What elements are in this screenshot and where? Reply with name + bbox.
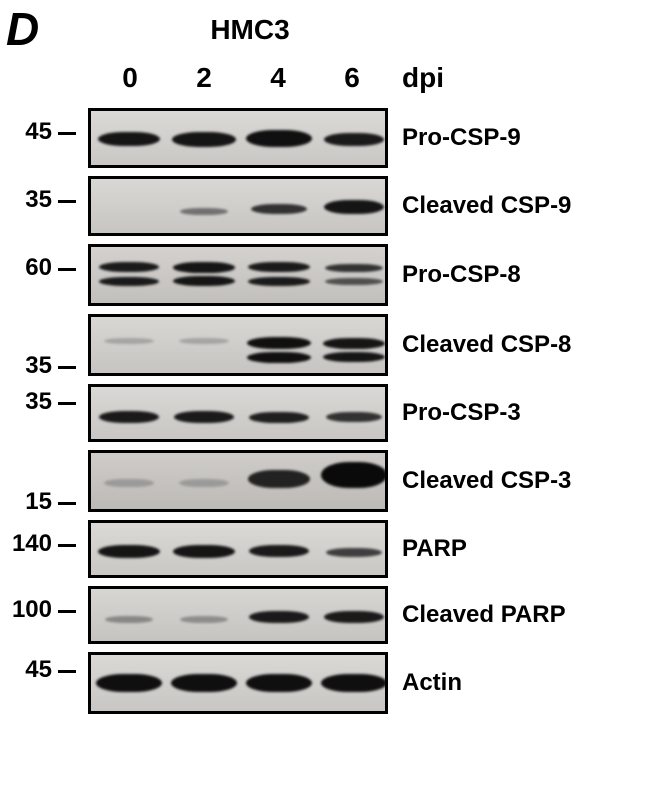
- mw-label: 60: [0, 254, 52, 282]
- mw-tick: [58, 502, 76, 505]
- band: [246, 130, 312, 147]
- band: [246, 674, 312, 692]
- mw-tick: [58, 200, 76, 203]
- band: [325, 264, 383, 272]
- band: [248, 277, 310, 286]
- band: [324, 611, 384, 623]
- blot-box: [88, 384, 388, 442]
- band: [173, 276, 235, 286]
- figure-title: HMC3: [160, 14, 340, 46]
- band: [99, 277, 159, 286]
- band: [98, 132, 160, 146]
- blot-box: [88, 244, 388, 306]
- band: [321, 462, 387, 488]
- panel-letter: D: [6, 2, 39, 56]
- row-label: Cleaved PARP: [402, 601, 566, 629]
- band: [325, 278, 383, 285]
- column-header-3: 6: [340, 62, 364, 94]
- column-header-0: 0: [118, 62, 142, 94]
- band: [249, 611, 309, 623]
- row-label: PARP: [402, 535, 467, 563]
- band: [179, 338, 229, 344]
- mw-label: 35: [0, 352, 52, 380]
- blot-box: [88, 314, 388, 376]
- band: [324, 133, 384, 146]
- band: [248, 262, 310, 272]
- band: [249, 412, 309, 423]
- row-label: Pro-CSP-3: [402, 399, 521, 427]
- dpi-label: dpi: [402, 62, 444, 94]
- mw-tick: [58, 544, 76, 547]
- row-label: Cleaved CSP-3: [402, 467, 571, 495]
- blot-box: [88, 108, 388, 168]
- mw-tick: [58, 670, 76, 673]
- mw-tick: [58, 402, 76, 405]
- column-header-1: 2: [192, 62, 216, 94]
- band: [247, 337, 311, 349]
- band: [251, 204, 307, 214]
- band: [179, 479, 229, 487]
- blot-box: [88, 652, 388, 714]
- band: [173, 262, 235, 273]
- band: [174, 411, 234, 423]
- band: [247, 352, 311, 363]
- band: [104, 479, 154, 487]
- mw-label: 35: [0, 186, 52, 214]
- mw-tick: [58, 132, 76, 135]
- band: [105, 616, 153, 623]
- blot-box: [88, 176, 388, 236]
- band: [323, 338, 385, 349]
- mw-label: 45: [0, 656, 52, 684]
- band: [104, 338, 154, 344]
- band: [99, 262, 159, 272]
- mw-label: 140: [0, 530, 52, 558]
- band: [326, 548, 382, 557]
- band: [180, 616, 228, 623]
- blot-box: [88, 450, 388, 512]
- row-label: Actin: [402, 669, 462, 697]
- band: [173, 545, 235, 558]
- row-label: Pro-CSP-8: [402, 261, 521, 289]
- band: [323, 352, 385, 362]
- mw-label: 100: [0, 596, 52, 624]
- band: [248, 470, 310, 488]
- band: [249, 545, 309, 557]
- blot-box: [88, 586, 388, 644]
- band: [180, 208, 228, 215]
- band: [321, 674, 387, 692]
- blot-box: [88, 520, 388, 578]
- mw-tick: [58, 366, 76, 369]
- mw-label: 45: [0, 118, 52, 146]
- row-label: Pro-CSP-9: [402, 124, 521, 152]
- band: [96, 674, 162, 692]
- mw-label: 35: [0, 388, 52, 416]
- row-label: Cleaved CSP-9: [402, 192, 571, 220]
- column-header-2: 4: [266, 62, 290, 94]
- band: [171, 674, 237, 692]
- row-label: Cleaved CSP-8: [402, 331, 571, 359]
- mw-tick: [58, 268, 76, 271]
- mw-tick: [58, 610, 76, 613]
- band: [172, 132, 236, 147]
- band: [324, 200, 384, 214]
- band: [99, 411, 159, 423]
- mw-label: 15: [0, 488, 52, 516]
- band: [98, 545, 160, 558]
- band: [326, 412, 382, 422]
